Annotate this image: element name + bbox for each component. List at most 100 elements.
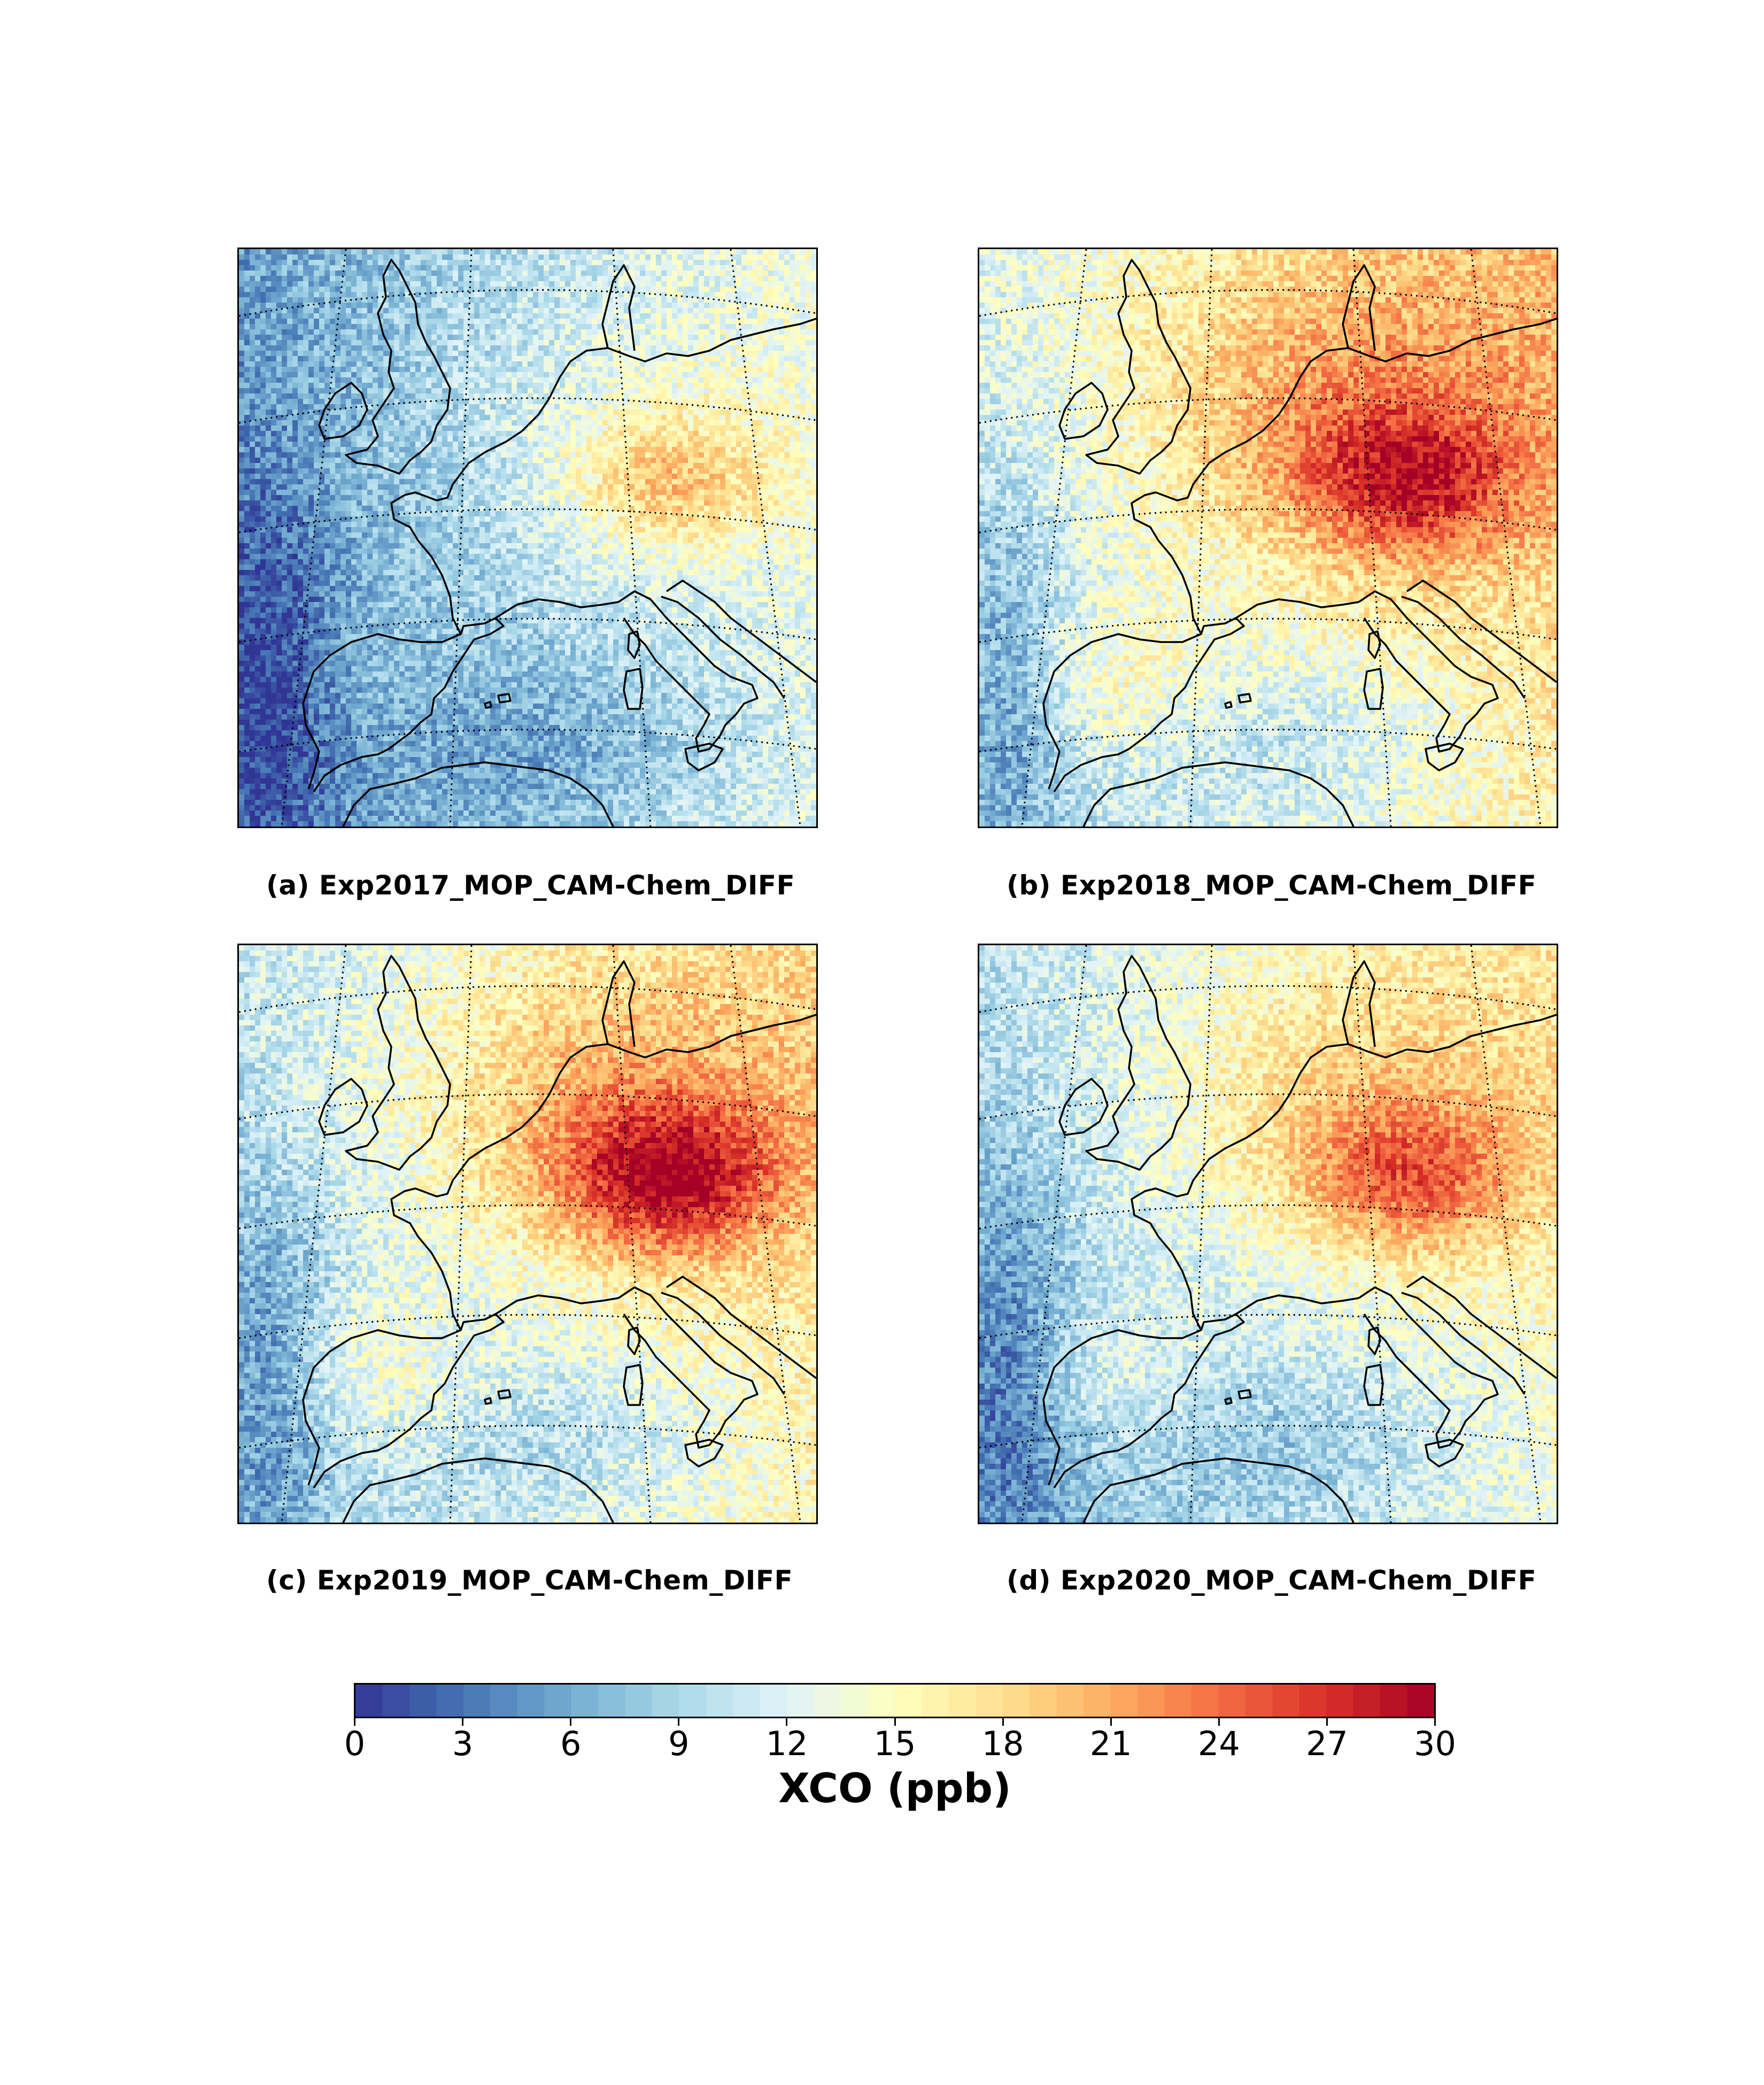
coastline bbox=[1262, 1043, 1407, 1128]
island-coastline bbox=[1224, 1397, 1233, 1405]
coastline bbox=[302, 1313, 505, 1488]
map-overlay bbox=[239, 945, 816, 1523]
graticule-line bbox=[281, 249, 347, 827]
graticule-line bbox=[1470, 945, 1542, 1523]
panel-caption-b: (b) Exp2018_MOP_CAM-Chem_DIFF bbox=[1007, 870, 1537, 901]
colorbar-tick bbox=[786, 1718, 788, 1726]
graticule-line bbox=[239, 1314, 816, 1339]
colorbar-tick-label: 12 bbox=[765, 1724, 808, 1763]
graticule-line bbox=[239, 729, 816, 753]
island-coastline bbox=[684, 743, 724, 771]
island-coastline bbox=[1367, 1326, 1381, 1355]
island-coastline bbox=[497, 1389, 512, 1400]
colorbar-tick bbox=[1110, 1718, 1112, 1726]
island-coastline bbox=[345, 259, 451, 475]
island-coastline bbox=[497, 693, 512, 704]
coastline bbox=[1235, 598, 1359, 619]
island-coastline bbox=[1363, 668, 1384, 710]
map-panel-2017 bbox=[237, 248, 818, 828]
coastline bbox=[1042, 617, 1245, 792]
island-coastline bbox=[1224, 701, 1233, 709]
graticule-line bbox=[979, 508, 1557, 534]
coastline bbox=[1358, 1286, 1499, 1449]
coastline bbox=[666, 1276, 816, 1379]
island-coastline bbox=[484, 1397, 492, 1405]
coastline bbox=[1401, 596, 1526, 699]
map-overlay bbox=[979, 249, 1557, 827]
graticule-line bbox=[449, 249, 473, 827]
island-coastline bbox=[1237, 693, 1252, 704]
coastline bbox=[521, 347, 667, 432]
coastline bbox=[1406, 318, 1557, 357]
coastline bbox=[495, 1294, 619, 1315]
coastline bbox=[1131, 1126, 1263, 1331]
graticule-line bbox=[979, 1425, 1557, 1449]
island-coastline bbox=[1425, 1439, 1464, 1468]
coastline bbox=[390, 430, 523, 635]
coastline bbox=[521, 1043, 667, 1128]
map-overlay bbox=[979, 945, 1557, 1523]
coastline bbox=[390, 1126, 523, 1331]
map-overlay bbox=[239, 249, 816, 827]
graticule-line bbox=[1352, 249, 1392, 827]
map-panel-2019 bbox=[237, 944, 818, 1524]
coastline bbox=[495, 598, 619, 619]
colorbar-tick-label: 24 bbox=[1197, 1724, 1240, 1763]
coastline bbox=[666, 1014, 816, 1053]
graticule-line bbox=[239, 985, 816, 1013]
colorbar-tick-label: 0 bbox=[344, 1724, 366, 1763]
island-coastline bbox=[484, 701, 492, 709]
island-coastline bbox=[318, 1078, 368, 1136]
coastline bbox=[618, 590, 759, 753]
coastline bbox=[1235, 1294, 1359, 1315]
graticule-line bbox=[979, 1093, 1557, 1120]
coastline bbox=[1262, 347, 1407, 432]
graticule-line bbox=[239, 508, 816, 534]
island-coastline bbox=[318, 382, 368, 440]
graticule-line bbox=[1189, 945, 1213, 1523]
graticule-line bbox=[979, 1204, 1557, 1230]
coastline bbox=[1406, 580, 1557, 683]
graticule-line bbox=[281, 945, 347, 1523]
coastline bbox=[1082, 1457, 1355, 1523]
colorbar-tick-label: 21 bbox=[1089, 1724, 1132, 1763]
graticule-line bbox=[1021, 945, 1087, 1523]
coastline bbox=[601, 264, 636, 351]
graticule-line bbox=[449, 945, 473, 1523]
colorbar-tick bbox=[1002, 1718, 1004, 1726]
colorbar-tick-label: 15 bbox=[873, 1724, 916, 1763]
map-panel-2020 bbox=[978, 944, 1558, 1524]
island-coastline bbox=[1058, 1078, 1109, 1136]
graticule-line bbox=[730, 249, 801, 827]
graticule-line bbox=[612, 945, 652, 1523]
coastline bbox=[1401, 1292, 1526, 1395]
island-coastline bbox=[345, 955, 451, 1171]
graticule-line bbox=[979, 985, 1557, 1013]
coastline bbox=[661, 1292, 785, 1395]
coastline bbox=[1342, 264, 1376, 351]
colorbar-tick bbox=[1218, 1718, 1220, 1726]
island-coastline bbox=[1085, 259, 1192, 475]
map-panel-2018 bbox=[978, 248, 1558, 828]
graticule-line bbox=[239, 1425, 816, 1449]
graticule-line bbox=[979, 729, 1557, 753]
colorbar-tick-label: 9 bbox=[668, 1724, 690, 1763]
island-coastline bbox=[1085, 955, 1192, 1171]
island-coastline bbox=[623, 1364, 644, 1406]
colorbar-label: XCO (ppb) bbox=[778, 1764, 1011, 1812]
coastline bbox=[661, 596, 785, 699]
coastline bbox=[1082, 761, 1355, 827]
colorbar-tick bbox=[462, 1718, 464, 1726]
graticule-line bbox=[730, 945, 801, 1523]
island-coastline bbox=[1425, 743, 1464, 771]
graticule-line bbox=[239, 289, 816, 317]
graticule-line bbox=[979, 289, 1557, 317]
graticule-line bbox=[979, 1314, 1557, 1339]
colorbar-tick-label: 30 bbox=[1414, 1724, 1456, 1763]
island-coastline bbox=[1058, 382, 1109, 440]
graticule-line bbox=[979, 617, 1557, 643]
colorbar bbox=[354, 1683, 1436, 1718]
colorbar-tick-label: 27 bbox=[1305, 1724, 1348, 1763]
coastline bbox=[1042, 1313, 1245, 1488]
coastline bbox=[618, 1286, 759, 1449]
